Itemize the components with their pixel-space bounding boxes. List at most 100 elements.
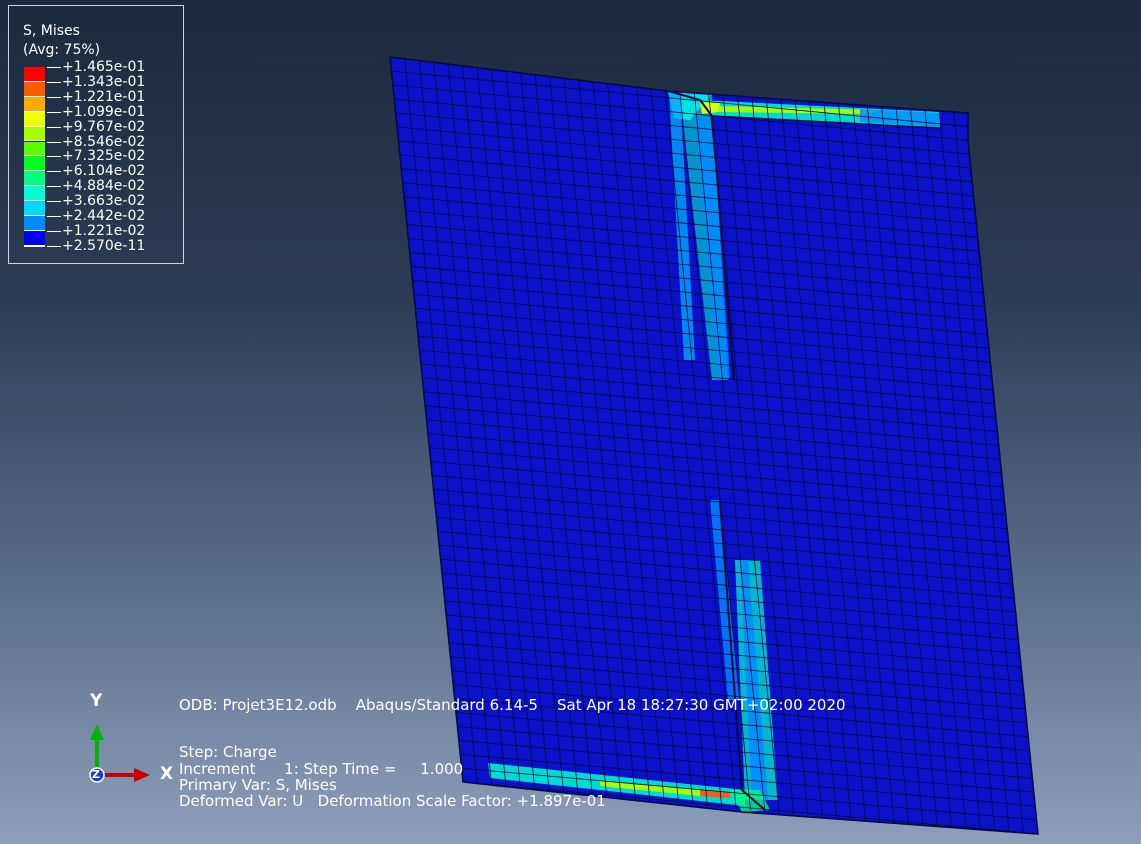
mesh-line xyxy=(452,697,1032,752)
legend-swatch xyxy=(24,81,45,97)
legend-value: +4.884e-02 xyxy=(62,178,146,195)
legend-swatch xyxy=(24,111,45,127)
triad-x-label: X xyxy=(160,764,174,784)
mesh-line xyxy=(421,391,1003,447)
legend-tick xyxy=(47,126,61,128)
legend-value: +7.325e-02 xyxy=(62,148,146,165)
triad-z-origin xyxy=(89,767,105,783)
mesh-line xyxy=(442,600,1023,655)
legend-value: +1.099e-01 xyxy=(62,103,146,120)
step-info-line: Step: Charge xyxy=(179,743,277,762)
legend-swatch xyxy=(24,156,45,172)
mesh-line xyxy=(425,433,1007,488)
mesh-line xyxy=(459,767,1038,821)
mesh-line xyxy=(448,656,1028,710)
deformed-var-line: Deformed Var: U Deformation Scale Factor… xyxy=(179,792,606,811)
legend-swatch xyxy=(24,216,45,231)
mesh-line xyxy=(446,642,1027,696)
mesh-line xyxy=(417,349,999,405)
stiffener-line-bottom xyxy=(719,499,766,811)
mesh-grid xyxy=(390,57,1038,834)
mesh-line xyxy=(427,446,1008,502)
mesh-line xyxy=(458,753,1038,807)
legend-tick xyxy=(47,81,61,83)
mesh-line xyxy=(449,670,1030,724)
legend-value: +1.221e-01 xyxy=(62,88,146,105)
contour-legend[interactable]: S, Mises (Avg: 75%) +1.465e-01 +1.343e-01… xyxy=(8,5,184,264)
mesh-line xyxy=(434,516,1015,571)
legend-subtitle: (Avg: 75%) xyxy=(23,42,101,58)
mesh-line xyxy=(400,182,983,239)
mesh-line xyxy=(460,781,1038,834)
mesh-line xyxy=(392,98,975,155)
legend-tick xyxy=(47,230,61,232)
upper-stiffener-left-edge xyxy=(669,93,695,360)
legend-swatch-end xyxy=(24,245,45,247)
mesh-line xyxy=(445,628,1026,682)
mesh-line xyxy=(394,126,977,183)
top-flange-fade xyxy=(860,109,940,127)
legend-swatch xyxy=(24,230,45,246)
legend-swatch xyxy=(24,126,45,142)
odb-info-block: ODB: Projet3E12.odb Abaqus/Standard 6.14… xyxy=(179,697,846,811)
mesh-line xyxy=(418,363,1000,419)
legend-swatch xyxy=(24,186,45,202)
plate-outline xyxy=(389,56,1039,835)
increment-info-line: Increment 1: Step Time = 1.000 xyxy=(179,759,464,778)
triad-y-label: Y xyxy=(90,691,103,711)
lower-stiffener-fade xyxy=(710,500,740,700)
legend-swatch xyxy=(24,141,45,157)
mesh-line xyxy=(396,140,979,197)
mesh-line xyxy=(444,614,1024,669)
bottom-flange-peak xyxy=(700,790,730,798)
mesh-line xyxy=(430,474,1011,530)
mesh-line xyxy=(413,307,995,363)
mesh-line xyxy=(439,572,1020,627)
mesh-line xyxy=(455,725,1035,779)
deformed-mesh-plate[interactable] xyxy=(388,55,1040,836)
legend-tick xyxy=(47,111,61,113)
mesh-line xyxy=(403,209,985,266)
legend-value: +2.442e-02 xyxy=(62,208,146,224)
legend-value: +6.104e-02 xyxy=(62,163,146,180)
mesh-line xyxy=(404,223,987,280)
mesh-line xyxy=(393,112,976,169)
mesh-line xyxy=(431,488,1012,544)
mesh-line xyxy=(453,711,1034,766)
legend-value: +3.663e-02 xyxy=(62,193,146,210)
mesh-line xyxy=(451,684,1031,738)
mesh-line xyxy=(397,154,980,211)
legend-tick xyxy=(47,186,61,188)
legend-value: +9.767e-02 xyxy=(62,118,146,135)
mesh-line xyxy=(407,251,989,308)
legend-tick xyxy=(47,245,61,247)
legend-tick xyxy=(47,96,61,98)
mesh-line xyxy=(438,558,1019,613)
legend-tick xyxy=(47,67,61,68)
upper-stiffener-inner xyxy=(696,116,730,378)
mesh-line xyxy=(411,293,993,350)
triad-z-label: Z xyxy=(92,768,100,781)
legend-swatch xyxy=(24,201,45,216)
mesh-line xyxy=(410,279,992,336)
legend-swatch xyxy=(24,171,45,187)
mesh-line xyxy=(390,70,972,128)
mesh-line xyxy=(432,502,1014,558)
legend-tick xyxy=(47,201,61,203)
mesh-line xyxy=(399,168,981,225)
stiffener-line-top xyxy=(667,90,735,381)
legend-value: +1.221e-02 xyxy=(62,222,146,239)
mesh-line xyxy=(424,419,1006,474)
legend-tick xyxy=(47,171,61,173)
bottom-flange-hot xyxy=(600,780,700,796)
primary-var-line: Primary Var: S, Mises xyxy=(179,775,337,794)
legend-tick xyxy=(47,216,61,217)
triad-x-arrowhead xyxy=(134,768,150,782)
mesh-line xyxy=(441,586,1022,641)
legend-tick xyxy=(47,156,61,158)
legend-tick xyxy=(47,141,61,143)
legend-swatch xyxy=(24,67,45,82)
legend-value: +1.343e-01 xyxy=(62,73,146,90)
mesh-line xyxy=(437,544,1018,599)
